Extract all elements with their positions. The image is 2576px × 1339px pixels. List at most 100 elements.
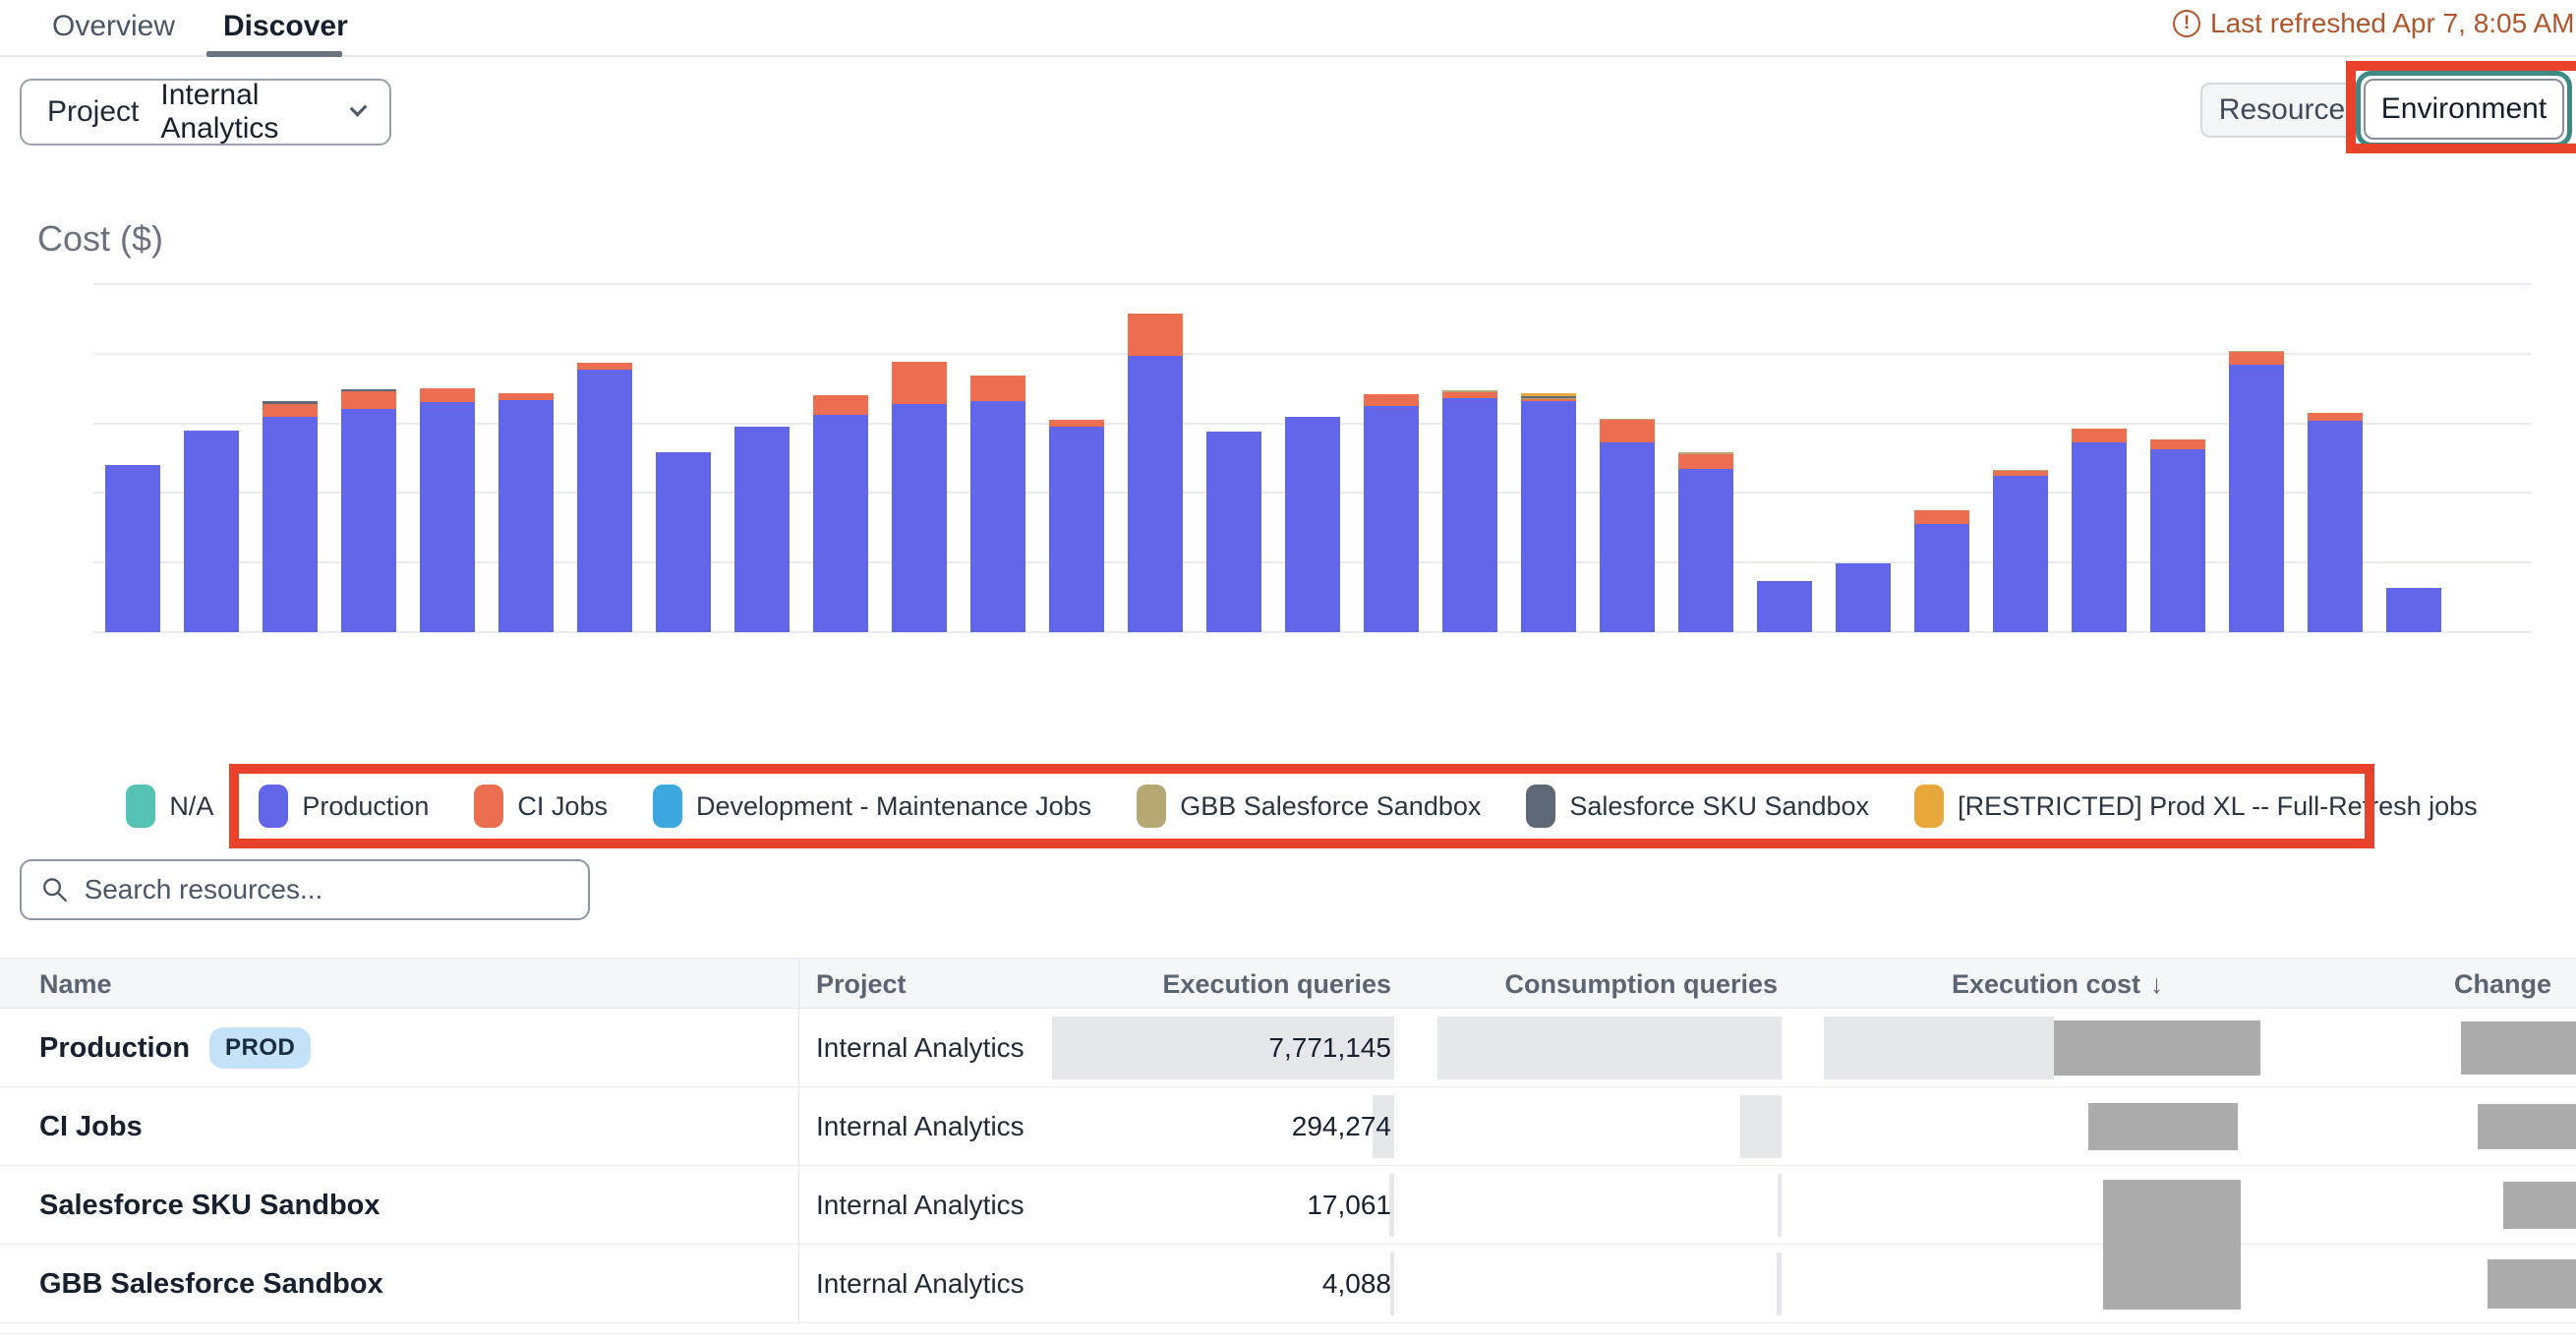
stacked-bar	[734, 427, 790, 632]
legend-swatch	[1914, 785, 1944, 828]
bar-segment	[577, 370, 632, 632]
bar-slot-mar-16	[801, 284, 880, 632]
project-filter-value: Internal Analytics	[160, 79, 330, 146]
column-header-execution-cost[interactable]: Execution cost↓	[1750, 959, 2163, 1010]
legend-item[interactable]: CI Jobs	[474, 785, 608, 828]
legend-item[interactable]: GBB Salesforce Sandbox	[1137, 785, 1481, 828]
table-row[interactable]: CI JobsInternal Analytics294,27423,156,3…	[0, 1087, 2576, 1166]
resource-toggle-button[interactable]: Resource	[2200, 83, 2362, 138]
bar-slot-mar-28	[1745, 284, 1824, 632]
legend-label: [RESTRICTED] Prod XL -- Full-Refresh job…	[1958, 791, 2478, 822]
legend-item[interactable]: Production	[259, 785, 429, 828]
legend-label: Salesforce SKU Sandbox	[1569, 791, 1869, 822]
tab-discover[interactable]: Discover	[223, 10, 348, 43]
bar-slot-apr-3	[2217, 284, 2296, 632]
resource-name: Production	[39, 1032, 190, 1065]
bar-slot-mar-14	[644, 284, 723, 632]
legend-swatch	[1526, 785, 1555, 828]
bar-segment	[1521, 401, 1576, 632]
bar-segment	[1600, 442, 1655, 632]
consumption-queries-valuebar	[1777, 1252, 1782, 1315]
legend-item[interactable]: Salesforce SKU Sandbox	[1526, 785, 1869, 828]
bar-segment	[892, 404, 947, 632]
bar-slot-mar-10	[329, 284, 408, 632]
environment-toggle-button[interactable]: Environment	[2364, 79, 2564, 140]
legend-item[interactable]: Development - Maintenance Jobs	[653, 785, 1091, 828]
bar-segment	[1442, 398, 1497, 632]
tab-bar: Overview Discover ! Last refreshed Apr 7…	[0, 0, 2576, 57]
bar-slot-mar-11	[408, 284, 487, 632]
column-header-change[interactable]: Change	[2256, 959, 2551, 1010]
bar-segment	[184, 431, 239, 632]
execution-queries-cell: 4,088	[978, 1245, 1391, 1323]
column-header-name[interactable]: Name	[39, 959, 629, 1010]
stacked-bar	[341, 389, 396, 632]
table-row[interactable]: ProductionPRODInternal Analytics7,771,14…	[0, 1009, 2576, 1087]
resource-name-cell: GBB Salesforce Sandbox	[39, 1245, 767, 1323]
bar-segment	[341, 391, 396, 409]
column-header-execution-queries[interactable]: Execution queries	[978, 959, 1391, 1010]
bar-slot-apr-5	[2374, 284, 2453, 632]
column-header-consumption-queries[interactable]: Consumption queries	[1365, 959, 1778, 1010]
resources-table: NameProjectExecution queriesConsumption …	[0, 958, 2576, 1339]
bar-segment	[1757, 581, 1812, 632]
project-filter-label: Project	[47, 95, 139, 129]
bar-segment	[1206, 432, 1261, 632]
bar-segment	[1128, 314, 1183, 355]
bar-segment	[341, 409, 396, 632]
bar-segment	[1678, 454, 1733, 469]
tab-overview[interactable]: Overview	[52, 10, 175, 43]
bar-slot-mar-9	[251, 284, 329, 632]
last-refreshed-status: ! Last refreshed Apr 7, 8:05 AM PDT	[2173, 6, 2576, 41]
resource-name-cell: ProductionPROD	[39, 1009, 767, 1087]
legend-swatch	[259, 785, 288, 828]
resource-name: CI Jobs	[39, 1111, 143, 1143]
stacked-bar	[263, 401, 318, 632]
bar-segment	[1993, 476, 2048, 632]
stacked-bar	[2308, 413, 2363, 632]
active-tab-indicator	[206, 51, 342, 57]
bar-slot-apr-4	[2296, 284, 2374, 632]
bar-slot-mar-21	[1195, 284, 1273, 632]
bar-segment	[2386, 588, 2441, 632]
resource-name-cell: Salesforce SKU Sandbox	[39, 1166, 767, 1245]
bar-segment	[734, 427, 790, 632]
chart-title: Cost ($)	[37, 218, 163, 260]
column-divider	[798, 958, 799, 1324]
bar-segment	[2150, 439, 2205, 449]
stacked-bar	[1993, 470, 2048, 632]
change-redaction	[2461, 1021, 2576, 1075]
chevron-down-icon	[349, 99, 367, 117]
stacked-bar	[2150, 439, 2205, 632]
bar-slot-apr-1	[2060, 284, 2138, 632]
bar-segment	[2229, 352, 2284, 365]
change-redaction	[2488, 1259, 2576, 1309]
legend-item[interactable]: [RESTRICTED] Prod XL -- Full-Refresh job…	[1914, 785, 2478, 828]
execution-queries-cell: 17,061	[978, 1166, 1391, 1245]
bar-slot-mar-8	[172, 284, 251, 632]
stacked-bar	[970, 376, 1025, 632]
execution-cost-valuebar	[1824, 1017, 2054, 1079]
project-filter-dropdown[interactable]: Project Internal Analytics	[20, 79, 391, 146]
bar-segment	[498, 400, 554, 632]
legend-item[interactable]: N/A	[126, 785, 213, 828]
stacked-bar	[1757, 581, 1812, 632]
bar-segment	[656, 452, 711, 632]
stacked-bar	[1364, 394, 1419, 632]
bar-segment	[577, 363, 632, 370]
bar-slot-mar-22	[1273, 284, 1352, 632]
stacked-bar	[498, 393, 554, 632]
legend-swatch	[126, 785, 155, 828]
legend-label: CI Jobs	[517, 791, 608, 822]
search-icon	[41, 875, 69, 904]
search-input[interactable]	[85, 874, 568, 905]
bar-segment	[263, 404, 318, 416]
resource-name: Salesforce SKU Sandbox	[39, 1190, 381, 1222]
resource-name: GBB Salesforce Sandbox	[39, 1268, 383, 1301]
bar-slot-mar-31	[1981, 284, 2060, 632]
last-refreshed-text: Last refreshed Apr 7, 8:05 AM PDT	[2210, 8, 2576, 39]
execution-cost-cell: $	[1991, 1323, 2070, 1339]
bar-segment	[2308, 413, 2363, 421]
bar-slot-mar-25	[1509, 284, 1588, 632]
bar-slot-mar-23	[1352, 284, 1431, 632]
